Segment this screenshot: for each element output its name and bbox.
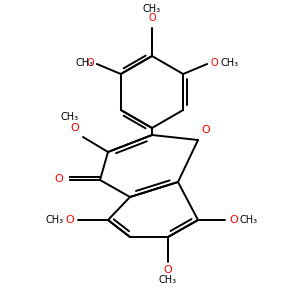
Text: O: O [229, 215, 238, 225]
Text: O: O [86, 58, 94, 68]
Text: CH₃: CH₃ [239, 215, 257, 225]
Text: O: O [164, 265, 172, 275]
Text: CH₃: CH₃ [143, 4, 161, 14]
Text: CH₃: CH₃ [220, 58, 238, 68]
Text: O: O [210, 58, 218, 68]
Text: CH₃: CH₃ [159, 275, 177, 285]
Text: O: O [65, 215, 74, 225]
Text: O: O [148, 13, 156, 23]
Text: CH₃: CH₃ [76, 58, 94, 68]
Text: O: O [70, 123, 79, 133]
Text: CH₃: CH₃ [46, 215, 64, 225]
Text: O: O [54, 174, 63, 184]
Text: O: O [201, 125, 210, 135]
Text: CH₃: CH₃ [61, 112, 79, 122]
